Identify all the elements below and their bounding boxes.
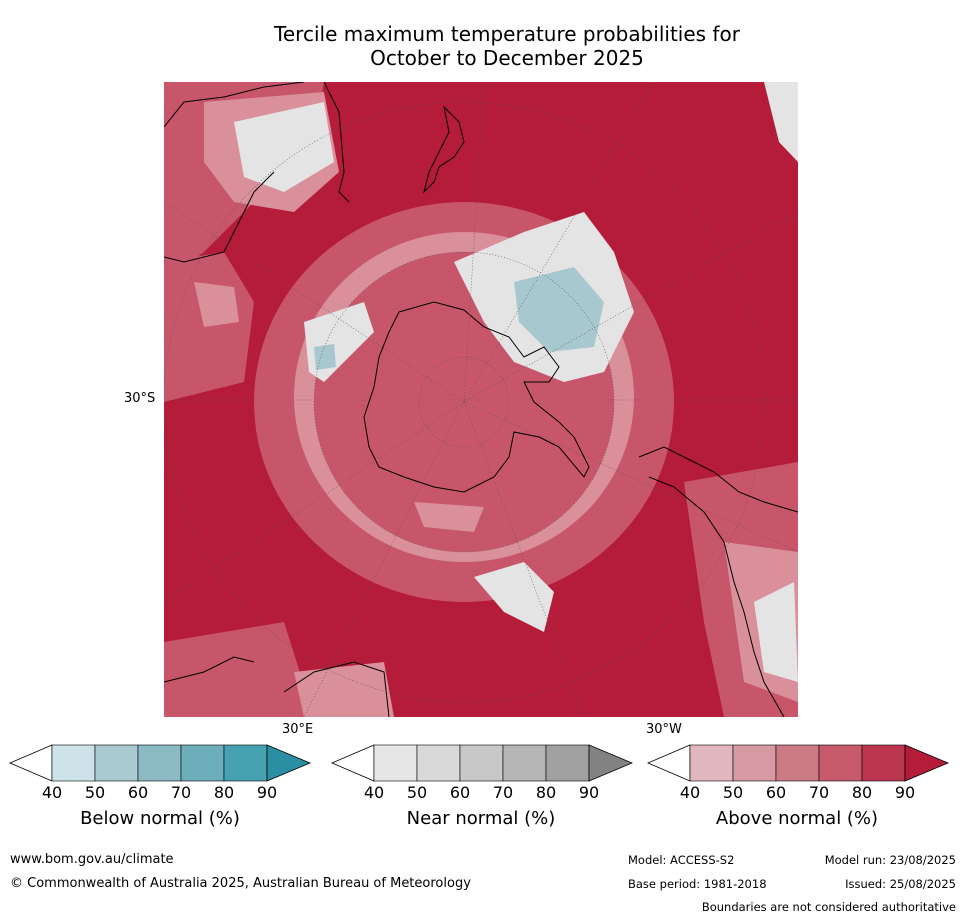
colorbar-segment <box>331 744 375 782</box>
above-normal-low-africa <box>294 662 394 717</box>
issued-info: Issued: 25/08/2025 <box>845 877 956 891</box>
colorbar-tick-label: 40 <box>363 783 385 802</box>
colorbar-segment <box>732 744 777 782</box>
colorbar-svg <box>9 744 311 782</box>
colorbar-segment <box>223 744 268 782</box>
below-normal-colorbar <box>9 744 311 782</box>
near-normal-colorbar <box>331 744 633 782</box>
new-zealand-coastline <box>423 105 465 194</box>
graticule <box>164 82 798 717</box>
colorbar-tick-label: 70 <box>808 783 830 802</box>
colorbar-tick-label: 70 <box>492 783 514 802</box>
probability-map <box>164 82 798 717</box>
colorbar-segment <box>775 744 820 782</box>
colorbar-tick-label: 80 <box>535 783 557 802</box>
title-line-1: Tercile maximum temperature probabilitie… <box>274 22 740 46</box>
map-title: Tercile maximum temperature probabilitie… <box>0 22 965 70</box>
below-normal-label: Below normal (%) <box>80 808 240 829</box>
near-normal-atlantic <box>474 562 554 632</box>
colorbar-tick-label: 50 <box>84 783 106 802</box>
above-normal-low-atlantic <box>414 502 484 532</box>
colorbar-segment <box>689 744 734 782</box>
colorbar-segment <box>9 744 53 782</box>
longitude-label-30w: 30°W <box>646 722 682 737</box>
title-line-2: October to December 2025 <box>370 46 644 70</box>
near-normal-northeast <box>764 82 798 162</box>
colorbar-tick-label: 50 <box>406 783 428 802</box>
colorbar-tick-label: 90 <box>578 783 600 802</box>
longitude-label-30e: 30°E <box>282 722 314 737</box>
above-normal-colorbar <box>647 744 949 782</box>
colorbar-tick-label: 40 <box>41 783 63 802</box>
colorbar-tick-label: 60 <box>765 783 787 802</box>
map-canvas <box>164 82 798 717</box>
above-normal-africa <box>164 622 314 717</box>
copyright-notice: © Commonwealth of Australia 2025, Austra… <box>10 876 471 891</box>
colorbar-segment <box>51 744 96 782</box>
colorbar-tick-label: 90 <box>894 783 916 802</box>
colorbar-segment <box>647 744 691 782</box>
colorbar-segment <box>588 744 633 782</box>
colorbar-segment <box>416 744 461 782</box>
colorbar-segment <box>180 744 225 782</box>
colorbar-segment <box>861 744 906 782</box>
colorbar-segment <box>904 744 949 782</box>
near-normal-south-america <box>754 582 798 682</box>
colorbar-tick-label: 70 <box>170 783 192 802</box>
africa-coastline <box>164 656 390 717</box>
south-america-coastline <box>638 446 798 717</box>
model-run-info: Model run: 23/08/2025 <box>824 853 956 867</box>
near-normal-australia <box>234 102 334 192</box>
colorbar-segment <box>373 744 418 782</box>
colorbar-tick-label: 60 <box>449 783 471 802</box>
colorbar-tick-label: 40 <box>679 783 701 802</box>
colorbar-segment <box>266 744 311 782</box>
antarctica-coastline <box>363 301 590 493</box>
bom-url: www.bom.gov.au/climate <box>10 852 174 867</box>
colorbar-segment <box>545 744 590 782</box>
colorbar-tick-label: 80 <box>851 783 873 802</box>
colorbar-svg <box>331 744 633 782</box>
colorbar-segment <box>459 744 504 782</box>
colorbar-segment <box>502 744 547 782</box>
model-info: Model: ACCESS-S2 <box>628 853 735 867</box>
above-normal-label: Above normal (%) <box>715 808 879 829</box>
colorbar-segment <box>818 744 863 782</box>
australia-coastline <box>164 82 350 263</box>
near-normal-label: Near normal (%) <box>406 808 556 829</box>
above-normal-low-indian <box>194 282 239 327</box>
colorbar-tick-label: 90 <box>256 783 278 802</box>
below-normal-indian-sector <box>314 344 336 370</box>
base-period-info: Base period: 1981-2018 <box>628 877 767 891</box>
below-normal-pacific <box>514 267 604 352</box>
boundaries-disclaimer: Boundaries are not considered authoritat… <box>701 900 956 914</box>
colorbar-segment <box>94 744 139 782</box>
latitude-label-30s: 30°S <box>124 391 156 406</box>
colorbar-tick-label: 50 <box>722 783 744 802</box>
colorbar-segment <box>137 744 182 782</box>
colorbar-svg <box>647 744 949 782</box>
colorbar-tick-label: 60 <box>127 783 149 802</box>
colorbar-tick-label: 80 <box>213 783 235 802</box>
